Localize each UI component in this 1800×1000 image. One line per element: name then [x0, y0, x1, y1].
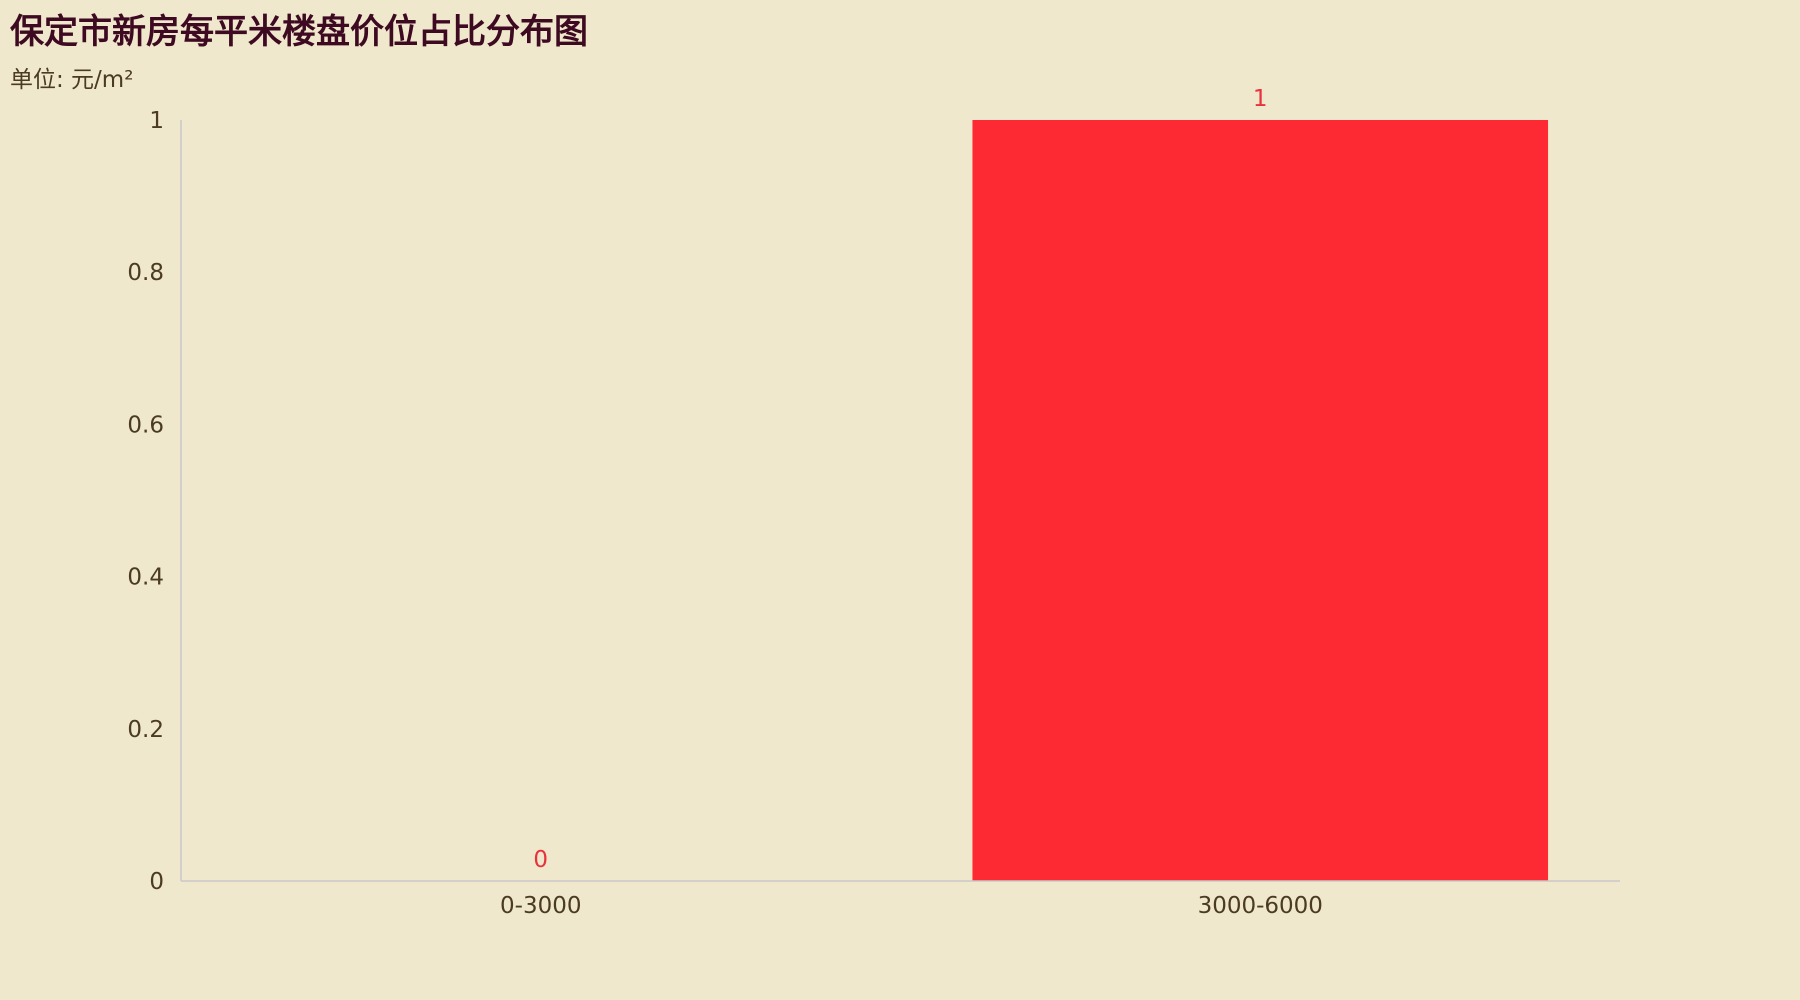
- bar: [972, 120, 1549, 881]
- y-tick-label: 1: [149, 108, 164, 134]
- y-axis-ticks: 0 0.2 0.4 0.6 0.8 1: [127, 108, 164, 895]
- data-label: 1: [1253, 86, 1268, 112]
- y-tick-label: 0.4: [127, 565, 164, 591]
- y-tick-label: 0.8: [127, 260, 164, 286]
- data-label: 0: [533, 847, 548, 873]
- axes: [180, 120, 1620, 882]
- y-tick-label: 0: [149, 869, 164, 895]
- x-tick-label: 0-3000: [500, 893, 581, 919]
- y-tick-label: 0.2: [127, 717, 164, 743]
- chart-title: 保定市新房每平米楼盘价位占比分布图: [10, 12, 588, 52]
- chart-subtitle: 单位: 元/m²: [10, 67, 134, 93]
- data-labels: 01: [533, 86, 1267, 873]
- bars: [972, 120, 1549, 881]
- x-tick-label: 3000-6000: [1198, 893, 1323, 919]
- y-tick-label: 0.6: [127, 412, 164, 438]
- x-axis-ticks: 0-3000 3000-6000: [500, 893, 1323, 919]
